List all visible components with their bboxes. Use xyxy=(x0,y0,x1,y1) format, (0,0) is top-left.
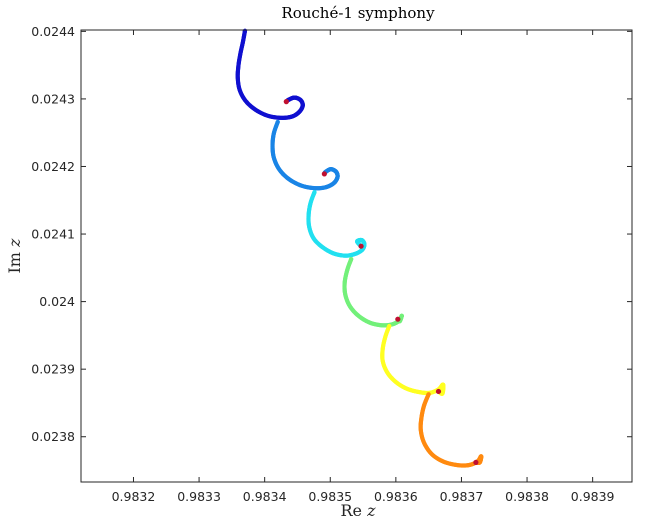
x-axis-label: Re z xyxy=(340,501,376,520)
x-axis-label-text: Re xyxy=(340,501,367,520)
y-tick-label: 0.0244 xyxy=(31,24,75,39)
x-tick-label: 0.9835 xyxy=(308,489,352,504)
x-tick-label: 0.9834 xyxy=(243,489,287,504)
trajectory-series-6 xyxy=(418,392,484,468)
trajectory-series-2 xyxy=(270,119,340,191)
endpoint-marker xyxy=(435,388,442,395)
endpoint-marker xyxy=(473,459,479,466)
x-tick-label: 0.9832 xyxy=(112,489,156,504)
endpoint-marker xyxy=(358,243,364,249)
x-tick-label: 0.9833 xyxy=(177,489,221,504)
y-axis-label: Im z xyxy=(5,238,24,274)
y-axis-label-variable: z xyxy=(5,238,24,248)
y-tick-label: 0.0241 xyxy=(31,227,75,242)
y-tick-label: 0.0243 xyxy=(31,91,75,106)
trajectory-series-1 xyxy=(235,28,305,120)
y-tick-label: 0.024 xyxy=(39,294,75,309)
chart-title: Rouché-1 symphony xyxy=(281,4,435,22)
endpoint-marker xyxy=(321,171,327,177)
x-axis-label-variable: z xyxy=(366,501,376,520)
x-tick-label: 0.9839 xyxy=(571,489,615,504)
plot-area xyxy=(81,30,632,482)
trajectory-series-3 xyxy=(306,190,367,258)
x-tick-label: 0.9836 xyxy=(374,489,418,504)
x-tick-label: 0.9838 xyxy=(505,489,549,504)
data-points-layer xyxy=(235,28,484,468)
y-tick-label: 0.0238 xyxy=(31,429,75,444)
x-axis-ticks: 0.9832 0.9833 0.9834 0.9835 0.9836 0.9837 0.98… xyxy=(112,30,615,504)
y-axis-label-text: Im xyxy=(5,247,24,274)
axes-box xyxy=(80,29,633,483)
y-axis-ticks: 0.0238 0.0239 0.024 0.0241 0.0242 0.0243 0.024… xyxy=(31,24,632,444)
endpoint-marker xyxy=(395,316,401,322)
trajectory-series-5 xyxy=(380,323,446,396)
x-tick-label: 0.9837 xyxy=(440,489,484,504)
y-tick-label: 0.0239 xyxy=(31,362,75,377)
endpoint-marker xyxy=(283,99,289,105)
axes xyxy=(80,29,633,483)
y-tick-label: 0.0242 xyxy=(31,159,75,174)
